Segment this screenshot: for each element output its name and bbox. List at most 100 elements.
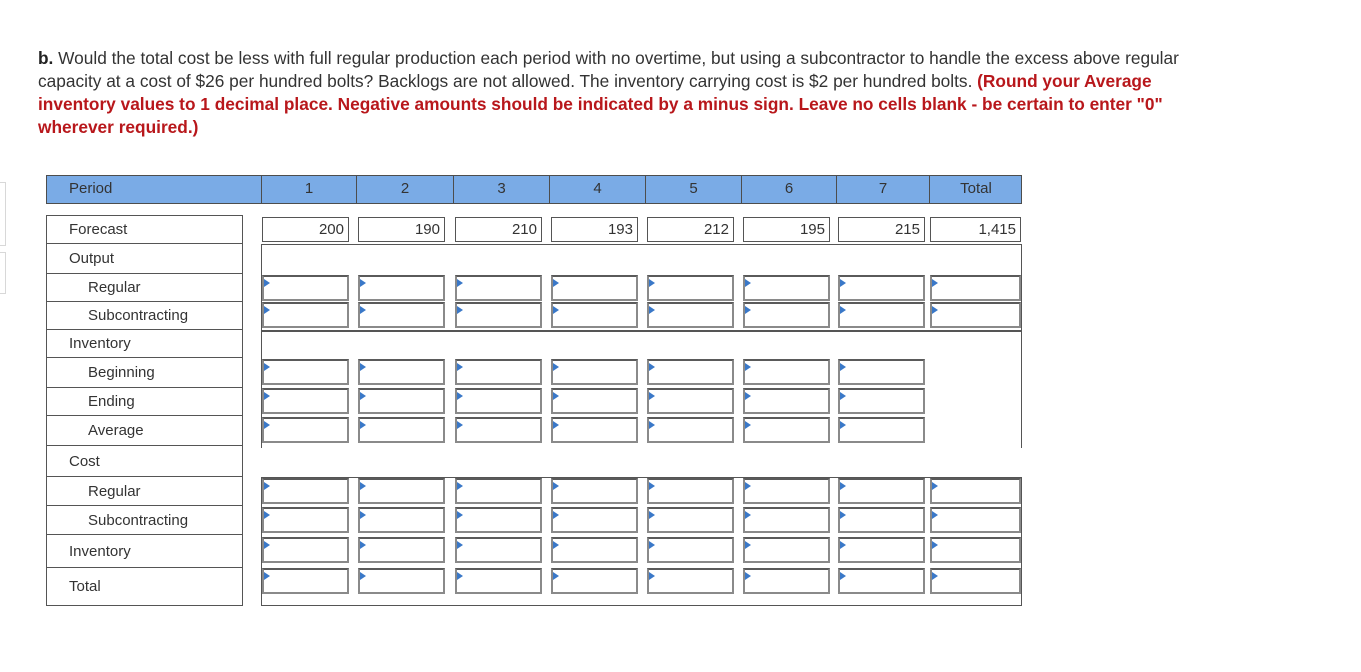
cost-inventory-input-cell[interactable] [743,537,830,563]
cost-subcontracting-input-cell[interactable] [455,507,542,533]
output-regular-input-cell[interactable] [743,275,830,301]
output-subcontracting-input-cell[interactable] [358,302,445,328]
inventory-beginning-input-cell[interactable] [262,359,349,385]
output-regular-input-cell[interactable] [455,275,542,301]
inventory-ending-input-cell[interactable] [647,388,734,414]
output-subcontracting-input[interactable] [932,304,1019,326]
cost-total-input[interactable] [745,570,828,592]
inventory-ending-input-cell[interactable] [358,388,445,414]
cost-inventory-input-cell[interactable] [262,537,349,563]
cost-total-input[interactable] [649,570,732,592]
inventory-average-input[interactable] [840,419,923,441]
cost-inventory-input-cell[interactable] [358,537,445,563]
cost-total-input-cell[interactable] [930,568,1021,594]
inventory-ending-input-cell[interactable] [455,388,542,414]
output-regular-input[interactable] [360,277,443,299]
cost-subcontracting-input-cell[interactable] [743,507,830,533]
output-regular-input-cell[interactable] [838,275,925,301]
output-subcontracting-input[interactable] [649,304,732,326]
cost-subcontracting-input[interactable] [553,509,636,531]
cost-total-input[interactable] [840,570,923,592]
cost-total-input[interactable] [553,570,636,592]
inventory-average-input-cell[interactable] [262,417,349,443]
cost-regular-input-cell[interactable] [647,478,734,504]
cost-subcontracting-input-cell[interactable] [647,507,734,533]
inventory-average-input[interactable] [745,419,828,441]
cost-inventory-input[interactable] [932,539,1019,561]
inventory-ending-input[interactable] [745,390,828,412]
cost-subcontracting-input[interactable] [457,509,540,531]
cost-subcontracting-input-cell[interactable] [551,507,638,533]
cost-inventory-input[interactable] [553,539,636,561]
cost-inventory-input[interactable] [745,539,828,561]
cost-inventory-input[interactable] [649,539,732,561]
cost-regular-input-cell[interactable] [551,478,638,504]
output-subcontracting-input[interactable] [264,304,347,326]
inventory-ending-input-cell[interactable] [838,388,925,414]
cost-inventory-input-cell[interactable] [647,537,734,563]
inventory-beginning-input-cell[interactable] [743,359,830,385]
output-subcontracting-input-cell[interactable] [455,302,542,328]
output-regular-input[interactable] [649,277,732,299]
inventory-beginning-input[interactable] [457,361,540,383]
inventory-average-input[interactable] [360,419,443,441]
inventory-average-input[interactable] [553,419,636,441]
cost-inventory-input-cell[interactable] [838,537,925,563]
cost-regular-input-cell[interactable] [262,478,349,504]
output-subcontracting-input-cell[interactable] [838,302,925,328]
cost-regular-input[interactable] [457,480,540,502]
output-regular-input[interactable] [745,277,828,299]
cost-regular-input[interactable] [264,480,347,502]
cost-inventory-input[interactable] [840,539,923,561]
cost-subcontracting-input-cell[interactable] [262,507,349,533]
inventory-beginning-input[interactable] [553,361,636,383]
inventory-beginning-input[interactable] [264,361,347,383]
inventory-ending-input[interactable] [840,390,923,412]
inventory-ending-input[interactable] [264,390,347,412]
cost-subcontracting-input-cell[interactable] [358,507,445,533]
inventory-average-input-cell[interactable] [647,417,734,443]
cost-total-input-cell[interactable] [743,568,830,594]
output-subcontracting-input[interactable] [840,304,923,326]
inventory-beginning-input[interactable] [840,361,923,383]
output-subcontracting-input[interactable] [553,304,636,326]
inventory-average-input-cell[interactable] [455,417,542,443]
inventory-ending-input[interactable] [649,390,732,412]
cost-total-input[interactable] [457,570,540,592]
output-regular-input[interactable] [932,277,1019,299]
cost-regular-input-cell[interactable] [743,478,830,504]
inventory-ending-input[interactable] [457,390,540,412]
cost-regular-input[interactable] [840,480,923,502]
cost-inventory-input-cell[interactable] [455,537,542,563]
output-regular-input-cell[interactable] [358,275,445,301]
cost-total-input-cell[interactable] [262,568,349,594]
inventory-beginning-input-cell[interactable] [551,359,638,385]
output-subcontracting-input-cell[interactable] [930,302,1021,328]
cost-total-input[interactable] [932,570,1019,592]
cost-regular-input-cell[interactable] [930,478,1021,504]
inventory-ending-input-cell[interactable] [743,388,830,414]
inventory-beginning-input[interactable] [745,361,828,383]
output-subcontracting-input-cell[interactable] [551,302,638,328]
inventory-average-input[interactable] [264,419,347,441]
cost-subcontracting-input[interactable] [649,509,732,531]
inventory-average-input-cell[interactable] [358,417,445,443]
cost-total-input-cell[interactable] [551,568,638,594]
cost-regular-input[interactable] [745,480,828,502]
inventory-average-input[interactable] [457,419,540,441]
inventory-average-input-cell[interactable] [838,417,925,443]
cost-regular-input-cell[interactable] [455,478,542,504]
cost-regular-input[interactable] [649,480,732,502]
cost-inventory-input-cell[interactable] [551,537,638,563]
output-subcontracting-input-cell[interactable] [647,302,734,328]
cost-regular-input[interactable] [553,480,636,502]
inventory-beginning-input-cell[interactable] [838,359,925,385]
cost-regular-input[interactable] [360,480,443,502]
cost-regular-input-cell[interactable] [358,478,445,504]
cost-total-input-cell[interactable] [647,568,734,594]
cost-inventory-input[interactable] [457,539,540,561]
inventory-beginning-input[interactable] [360,361,443,383]
output-subcontracting-input[interactable] [360,304,443,326]
inventory-beginning-input-cell[interactable] [647,359,734,385]
cost-inventory-input[interactable] [360,539,443,561]
